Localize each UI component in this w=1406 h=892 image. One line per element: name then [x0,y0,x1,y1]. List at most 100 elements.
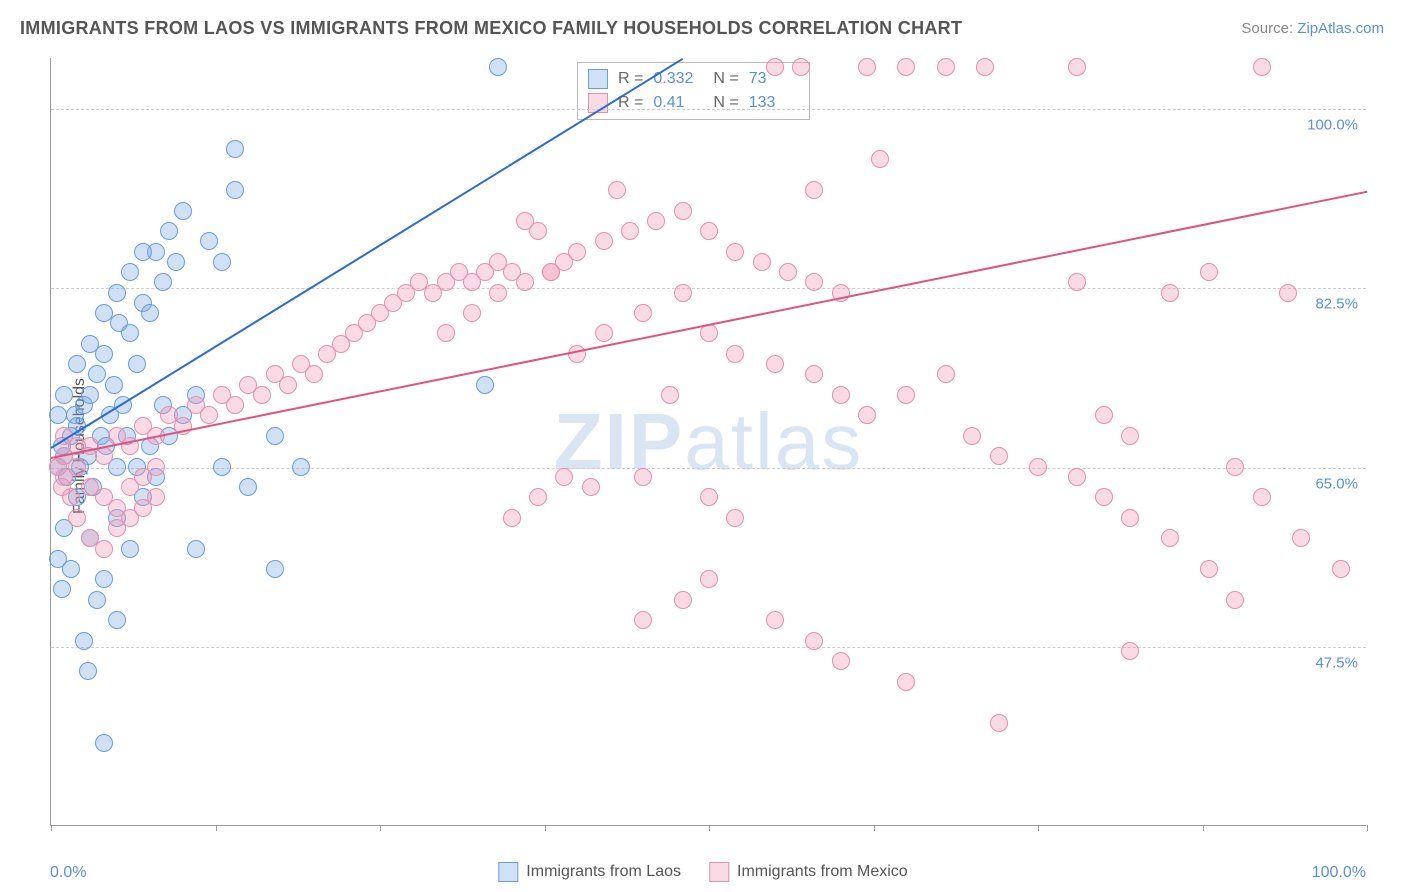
data-point-mexico [595,232,613,250]
data-point-laos [79,662,97,680]
data-point-laos [200,232,218,250]
data-point-mexico [990,714,1008,732]
data-point-mexico [437,324,455,342]
data-point-mexico [226,396,244,414]
legend-item-mexico: Immigrants from Mexico [709,862,908,882]
data-point-mexico [1200,560,1218,578]
data-point-mexico [963,427,981,445]
data-point-laos [62,560,80,578]
data-point-mexico [555,468,573,486]
data-point-mexico [805,181,823,199]
data-point-mexico [937,58,955,76]
data-point-mexico [661,386,679,404]
data-point-mexico [858,406,876,424]
data-point-mexico [832,386,850,404]
data-point-mexico [766,355,784,373]
data-point-laos [154,273,172,291]
data-point-laos [121,540,139,558]
data-point-laos [226,140,244,158]
x-tick [1203,825,1204,831]
data-point-mexico [595,324,613,342]
data-point-mexico [1200,263,1218,281]
data-point-laos [292,458,310,476]
data-point-mexico [305,365,323,383]
data-point-mexico [621,222,639,240]
data-point-mexico [805,632,823,650]
data-point-mexico [1161,529,1179,547]
data-point-mexico [568,243,586,261]
data-point-laos [81,386,99,404]
data-point-mexico [805,273,823,291]
y-tick-label: 65.0% [1315,475,1358,492]
data-point-mexico [897,386,915,404]
data-point-laos [55,386,73,404]
data-point-mexico [766,611,784,629]
source-attribution: Source: ZipAtlas.com [1241,20,1384,37]
data-point-mexico [726,345,744,363]
data-point-mexico [753,253,771,271]
data-point-mexico [1068,468,1086,486]
data-point-mexico [582,478,600,496]
data-point-laos [226,181,244,199]
data-point-laos [49,406,67,424]
data-point-mexico [68,509,86,527]
data-point-laos [141,304,159,322]
x-tick [709,825,710,831]
gridline [51,647,1366,648]
data-point-mexico [1332,560,1350,578]
data-point-mexico [542,263,560,281]
data-point-mexico [95,540,113,558]
data-point-mexico [990,447,1008,465]
legend-item-laos: Immigrants from Laos [498,862,681,882]
data-point-laos [266,427,284,445]
data-point-mexico [858,58,876,76]
data-point-mexico [489,284,507,302]
legend-label-mexico: Immigrants from Mexico [737,863,908,881]
x-tick [545,825,546,831]
data-point-mexico [976,58,994,76]
data-point-mexico [1279,284,1297,302]
x-tick [1038,825,1039,831]
data-point-laos [489,58,507,76]
y-tick-label: 100.0% [1307,117,1358,134]
legend-label-laos: Immigrants from Laos [526,863,681,881]
data-point-mexico [1253,488,1271,506]
data-point-mexico [516,273,534,291]
data-point-mexico [897,58,915,76]
data-point-mexico [897,673,915,691]
data-point-laos [266,560,284,578]
data-point-mexico [766,58,784,76]
data-point-mexico [1121,509,1139,527]
data-point-laos [476,376,494,394]
data-point-mexico [1226,458,1244,476]
data-point-mexico [726,243,744,261]
data-point-mexico [1161,284,1179,302]
source-label: Source: [1241,20,1293,37]
data-point-mexico [1121,642,1139,660]
data-point-laos [160,222,178,240]
y-tick-label: 82.5% [1315,296,1358,313]
data-point-laos [128,355,146,373]
source-link[interactable]: ZipAtlas.com [1297,20,1384,37]
data-point-mexico [634,468,652,486]
data-point-mexico [700,570,718,588]
watermark: ZIPatlas [554,396,863,488]
swatch-laos [498,862,518,882]
data-point-mexico [147,458,165,476]
data-point-laos [95,304,113,322]
data-point-laos [134,243,152,261]
data-point-mexico [1121,427,1139,445]
plot-area: ZIPatlas R = 0.332 N = 73 R = 0.41 N = 1… [50,58,1366,826]
data-point-mexico [62,488,80,506]
data-point-mexico [779,263,797,281]
x-tick [1367,825,1368,831]
data-point-laos [81,335,99,353]
data-point-laos [88,591,106,609]
data-point-mexico [832,652,850,670]
data-point-laos [95,570,113,588]
data-point-mexico [1068,58,1086,76]
data-point-mexico [647,212,665,230]
y-tick-label: 47.5% [1315,654,1358,671]
data-point-laos [88,365,106,383]
data-point-mexico [608,181,626,199]
